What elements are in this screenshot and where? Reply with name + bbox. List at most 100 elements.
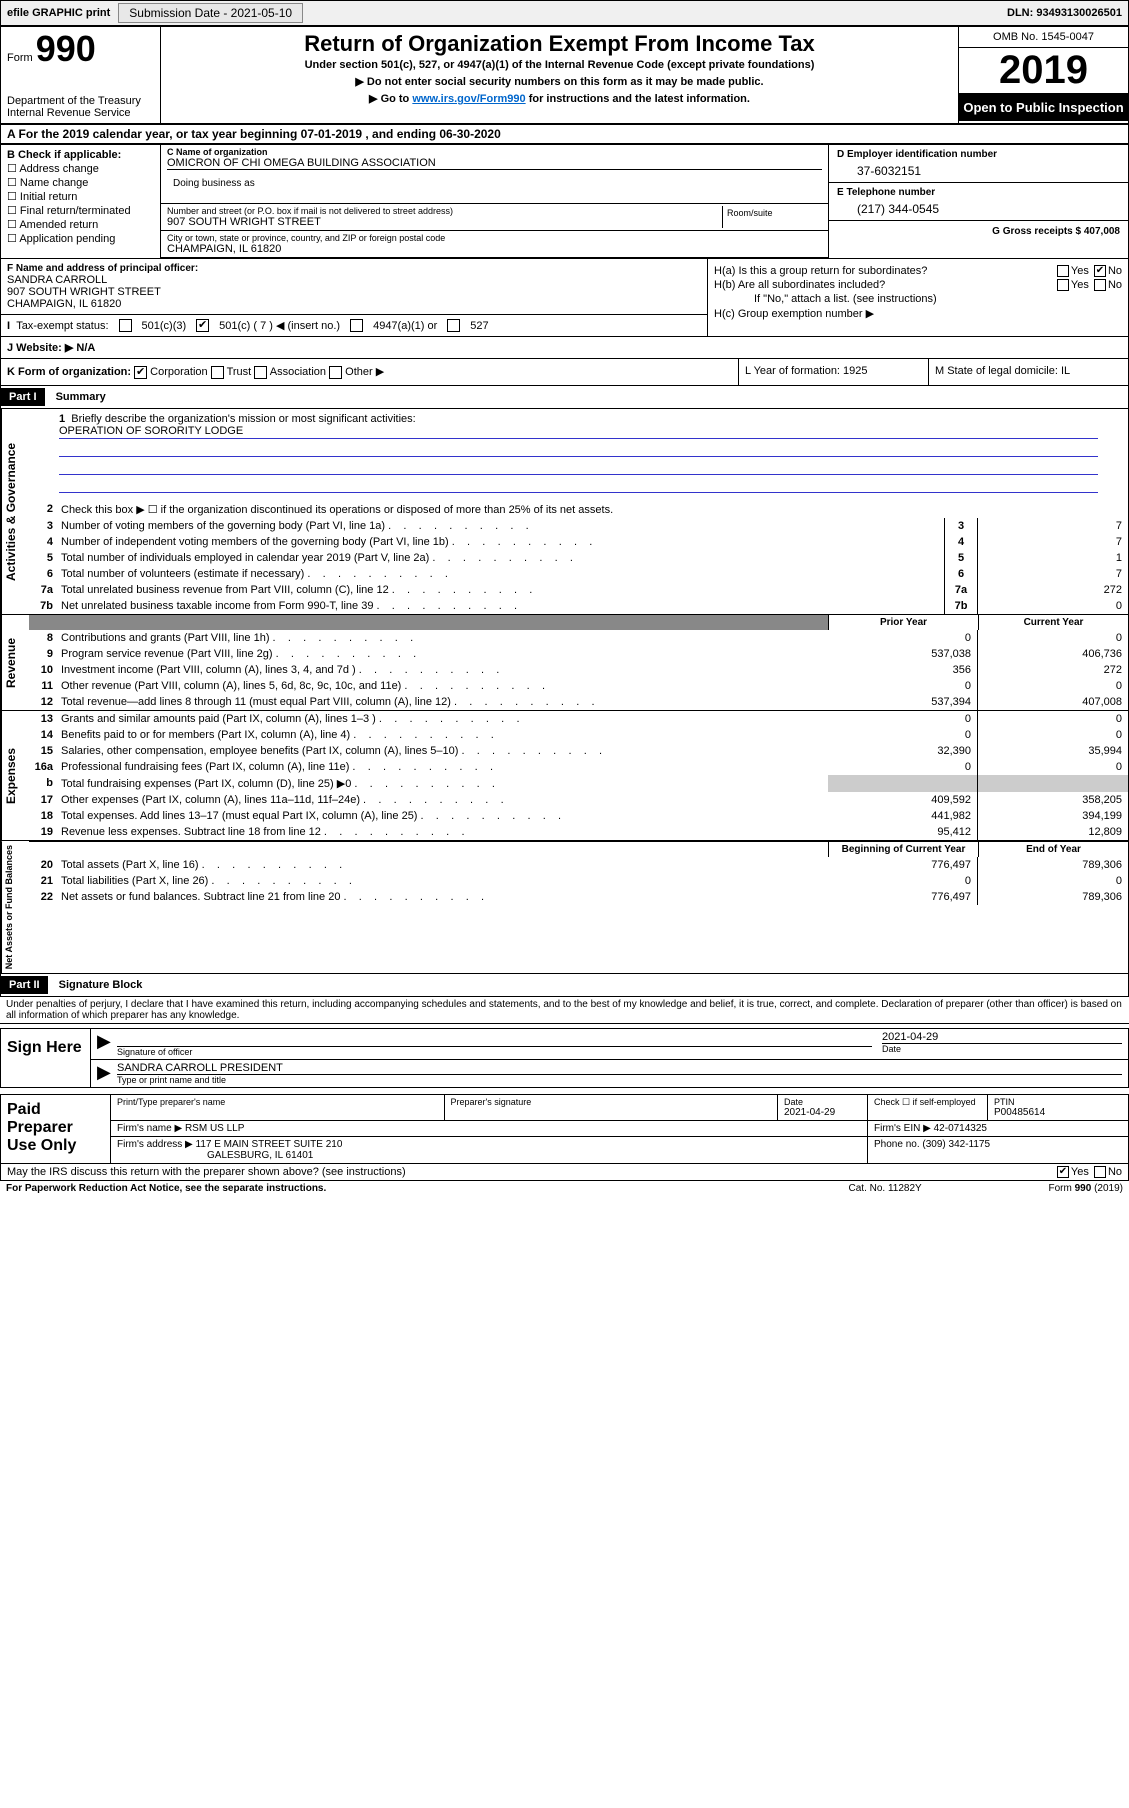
part-ii-header: Part II <box>1 976 48 994</box>
summary-line: 4 Number of independent voting members o… <box>29 534 1128 550</box>
hb-yesno: Yes No <box>1055 279 1122 291</box>
prep-selfemp-label: Check ☐ if self-employed <box>874 1097 981 1108</box>
line-value: 1 <box>978 550 1128 566</box>
current-year-value: 0 <box>978 873 1128 889</box>
current-year-value: 272 <box>978 662 1128 678</box>
line-desc: Net assets or fund balances. Subtract li… <box>57 889 828 905</box>
cb-501c[interactable] <box>196 319 209 332</box>
h-group-return: H(a) Is this a group return for subordin… <box>708 259 1128 336</box>
line-desc: Total revenue—add lines 8 through 11 (mu… <box>57 694 828 710</box>
hb-yes[interactable] <box>1057 279 1069 291</box>
firm-addr-value2: GALESBURG, IL 61401 <box>117 1150 313 1161</box>
cb-other[interactable] <box>329 366 342 379</box>
cb-501c3[interactable] <box>119 319 132 332</box>
prior-year-value: 537,038 <box>828 646 978 662</box>
line-ref: 5 <box>944 550 978 566</box>
cb-corporation[interactable] <box>134 366 147 379</box>
prep-date-value: 2021-04-29 <box>784 1107 861 1118</box>
ha-no[interactable] <box>1094 265 1106 277</box>
cb-amended-return[interactable]: ☐ Amended return <box>7 218 154 231</box>
arrow-icon: ▶ <box>97 1031 117 1057</box>
summary-line: 7a Total unrelated business revenue from… <box>29 582 1128 598</box>
cb-address-change[interactable]: ☐ Address change <box>7 162 154 175</box>
k-form-organization: K Form of organization: Corporation Trus… <box>1 359 738 385</box>
d-ein-value: 37-6032151 <box>837 160 1120 178</box>
e-phone-label: E Telephone number <box>837 187 1120 198</box>
vtab-net-assets: Net Assets or Fund Balances <box>1 841 29 973</box>
city-label: City or town, state or province, country… <box>167 233 822 243</box>
form-header-left: Form 990 Department of the Treasury Inte… <box>1 27 161 123</box>
line-num: 19 <box>29 824 57 840</box>
summary-line: 21 Total liabilities (Part X, line 26) 0… <box>29 873 1128 889</box>
cb-name-change[interactable]: ☐ Name change <box>7 176 154 189</box>
prior-year-value: 0 <box>828 873 978 889</box>
dln-label: DLN: 93493130026501 <box>1001 7 1128 19</box>
part-i-title: Summary <box>48 391 106 403</box>
prep-ptin-value: P00485614 <box>994 1107 1122 1118</box>
i-label: I Tax-exempt status: <box>7 320 109 332</box>
line-ref: 6 <box>944 566 978 582</box>
summary-line: 15 Salaries, other compensation, employe… <box>29 743 1128 759</box>
addr-value: 907 SOUTH WRIGHT STREET <box>167 216 722 228</box>
current-year-value: 358,205 <box>978 792 1128 808</box>
cb-final-return[interactable]: ☐ Final return/terminated <box>7 204 154 217</box>
prior-year-value: 95,412 <box>828 824 978 840</box>
current-year-value: 789,306 <box>978 889 1128 905</box>
hb-no[interactable] <box>1094 279 1106 291</box>
prep-name-label: Print/Type preparer's name <box>117 1097 438 1107</box>
mission-blank-1 <box>59 443 1098 457</box>
line-desc: Number of voting members of the governin… <box>57 518 944 534</box>
line-num: 4 <box>29 534 57 550</box>
cb-trust[interactable] <box>211 366 224 379</box>
discuss-no[interactable] <box>1094 1166 1106 1178</box>
prior-year-value: 441,982 <box>828 808 978 824</box>
prior-year-value: 537,394 <box>828 694 978 710</box>
ha-question: H(a) Is this a group return for subordin… <box>714 265 1055 277</box>
e-phone-value: (217) 344-0545 <box>837 198 1120 216</box>
form990-link[interactable]: www.irs.gov/Form990 <box>412 93 525 105</box>
line-ref: 7b <box>944 598 978 614</box>
cb-association[interactable] <box>254 366 267 379</box>
cb-527[interactable] <box>447 319 460 332</box>
summary-line: 7b Net unrelated business taxable income… <box>29 598 1128 614</box>
summary-line: 14 Benefits paid to or for members (Part… <box>29 727 1128 743</box>
current-year-value: 0 <box>978 711 1128 727</box>
cb-application-pending[interactable]: ☐ Application pending <box>7 232 154 245</box>
irs-label: Internal Revenue Service <box>7 107 154 119</box>
dba-label: Doing business as <box>167 169 822 201</box>
current-year-value: 407,008 <box>978 694 1128 710</box>
line-num: 7b <box>29 598 57 614</box>
sign-date-label: Date <box>882 1043 1122 1054</box>
prior-year-value: 776,497 <box>828 857 978 873</box>
summary-line: 18 Total expenses. Add lines 13–17 (must… <box>29 808 1128 824</box>
officer-signature-line[interactable] <box>117 1031 872 1047</box>
line-num: b <box>29 775 57 792</box>
ha-yes[interactable] <box>1057 265 1069 277</box>
current-year-value: 406,736 <box>978 646 1128 662</box>
prior-year-value: 0 <box>828 711 978 727</box>
prep-sig-label: Preparer's signature <box>451 1097 772 1107</box>
l-year-formation: L Year of formation: 1925 <box>738 359 928 385</box>
cb-initial-return[interactable]: ☐ Initial return <box>7 190 154 203</box>
cb-4947[interactable] <box>350 319 363 332</box>
part-i-header: Part I <box>1 388 45 406</box>
line-desc: Total number of individuals employed in … <box>57 550 944 566</box>
submission-date-button[interactable]: Submission Date - 2021-05-10 <box>118 3 303 23</box>
mission-question: Briefly describe the organization's miss… <box>71 413 415 425</box>
line-desc: Revenue less expenses. Subtract line 18 … <box>57 824 828 840</box>
line-num: 7a <box>29 582 57 598</box>
summary-line: 6 Total number of volunteers (estimate i… <box>29 566 1128 582</box>
omb-number: OMB No. 1545-0047 <box>959 27 1128 48</box>
firm-ein-value: 42-0714325 <box>934 1123 987 1134</box>
line-desc: Total number of volunteers (estimate if … <box>57 566 944 582</box>
form-subtitle-2: Do not enter social security numbers on … <box>167 75 952 88</box>
summary-line: 13 Grants and similar amounts paid (Part… <box>29 711 1128 727</box>
sub3-pre: Go to <box>381 93 413 105</box>
d-ein-block: D Employer identification number 37-6032… <box>829 145 1128 183</box>
f-label: F Name and address of principal officer: <box>7 263 701 274</box>
summary-line: 10 Investment income (Part VIII, column … <box>29 662 1128 678</box>
line-ref: 3 <box>944 518 978 534</box>
discuss-yes[interactable] <box>1057 1166 1069 1178</box>
efile-topbar: efile GRAPHIC print Submission Date - 20… <box>0 0 1129 26</box>
firm-ein-label: Firm's EIN ▶ <box>874 1123 931 1134</box>
